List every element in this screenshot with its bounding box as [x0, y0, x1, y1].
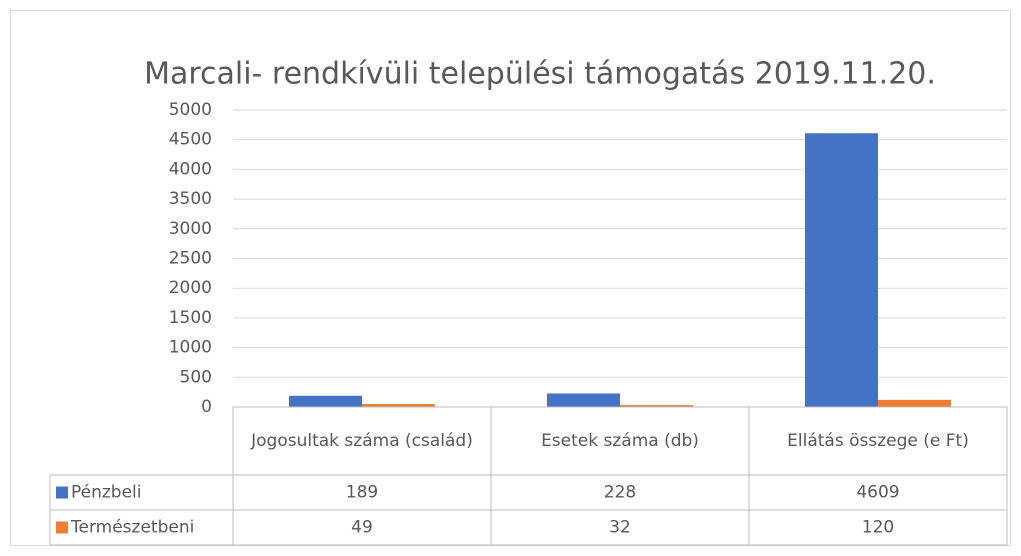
- table-value: 189: [346, 483, 378, 503]
- y-tick-label: 2000: [169, 278, 212, 298]
- y-tick-label: 3000: [169, 219, 212, 239]
- y-tick-label: 4500: [169, 130, 212, 150]
- y-tick-label: 1000: [169, 338, 212, 358]
- table-value: 49: [351, 518, 373, 538]
- y-tick-label: 5000: [169, 100, 212, 120]
- table-value: 4609: [856, 483, 899, 503]
- bar: [362, 404, 435, 407]
- legend-label: Pénzbeli: [71, 483, 142, 503]
- y-tick-label: 3500: [169, 189, 212, 209]
- table-value: 120: [862, 518, 894, 538]
- y-tick-label: 4000: [169, 159, 212, 179]
- y-tick-label: 1500: [169, 308, 212, 328]
- legend-key: [56, 521, 68, 534]
- bar: [620, 405, 693, 407]
- y-tick-label: 0: [201, 397, 212, 417]
- bar: [547, 393, 620, 407]
- bar: [878, 399, 951, 407]
- chart-title: Marcali- rendkívüli települési támogatás…: [144, 57, 936, 92]
- bar: [805, 133, 878, 407]
- category-label: Esetek száma (db): [541, 431, 699, 451]
- table-value: 228: [604, 483, 636, 503]
- category-label: Ellátás összege (e Ft): [787, 431, 969, 451]
- y-tick-label: 2500: [169, 249, 212, 269]
- category-label: Jogosultak száma (család): [251, 431, 473, 451]
- legend-key: [56, 486, 68, 499]
- legend-label: Természetbeni: [70, 518, 194, 538]
- bar: [289, 395, 362, 407]
- y-tick-label: 500: [180, 367, 212, 387]
- table-value: 32: [609, 518, 631, 538]
